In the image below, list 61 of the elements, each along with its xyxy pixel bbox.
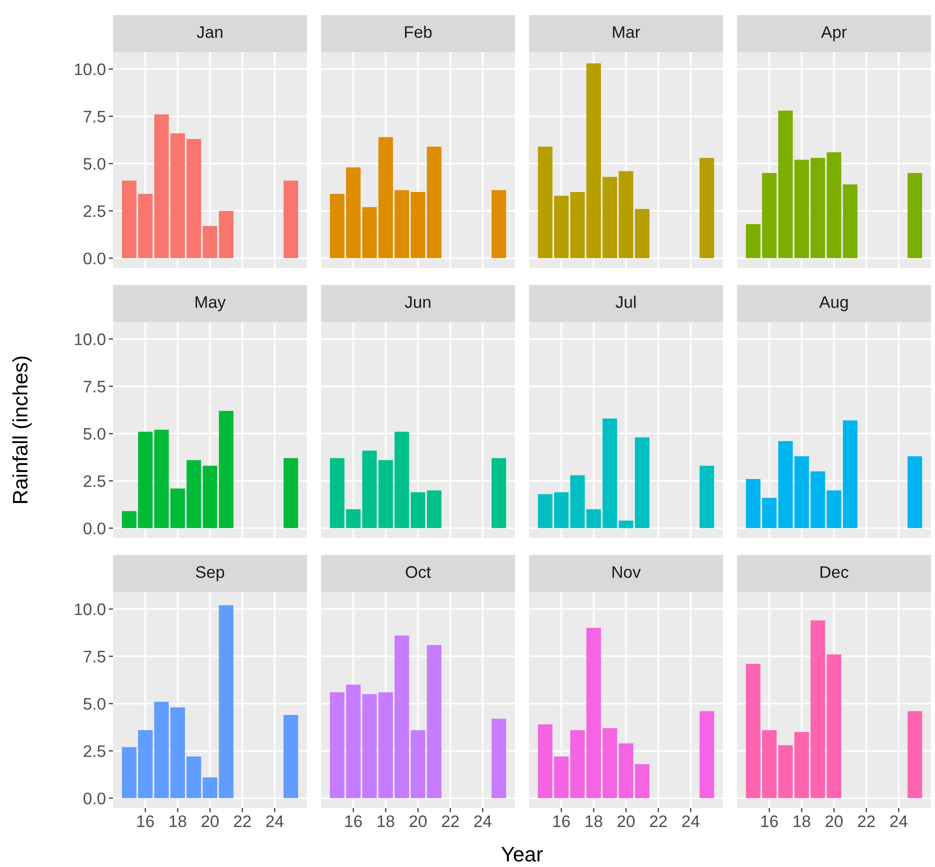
chart-title: Jun: [404, 296, 430, 308]
y-tick-label: 0.0: [84, 252, 106, 264]
y-tick-label: 7.5: [84, 110, 106, 123]
x-tick-label: 18: [170, 815, 186, 828]
y-tick-label: 2.5: [84, 205, 106, 218]
y-tick-label: 10.0: [74, 63, 106, 76]
chart-title: May: [196, 296, 226, 312]
chart-title: Feb: [405, 26, 432, 38]
x-tick-label: 16: [761, 815, 778, 828]
x-tick-label: 20: [202, 815, 219, 828]
x-tick-label: 22: [442, 815, 459, 828]
x-tick-label: 22: [858, 815, 875, 828]
bar: [908, 173, 922, 258]
chart-title: Jan: [196, 26, 222, 38]
x-tick-label: 18: [794, 815, 810, 828]
x-tick-label: 18: [586, 815, 602, 828]
x-axis-title: Year: [501, 847, 543, 862]
y-tick-label: 0.0: [84, 522, 106, 534]
y-tick-label: 5.0: [84, 698, 106, 710]
y-tick-label: 10.0: [74, 603, 106, 616]
bar: [284, 714, 298, 798]
bar: [284, 458, 298, 528]
chart-title: Jul: [616, 296, 636, 308]
bar: [908, 456, 922, 528]
y-tick-label: 2.5: [84, 745, 106, 758]
x-tick-label: 24: [474, 815, 492, 828]
chart-title: Apr: [821, 26, 847, 42]
bar: [492, 458, 506, 528]
bar: [700, 466, 714, 528]
x-tick-label: 16: [553, 815, 570, 828]
bar: [284, 180, 298, 258]
y-tick-label: 7.5: [84, 650, 106, 663]
chart-title: Mar: [613, 26, 640, 38]
chart-title: Sep: [196, 566, 224, 582]
y-tick-label: 7.5: [84, 380, 106, 393]
x-tick-label: 24: [266, 815, 284, 828]
chart-title: Nov: [612, 566, 641, 578]
x-tick-label: 18: [378, 815, 394, 828]
x-tick-label: 20: [826, 815, 843, 828]
bar: [908, 711, 922, 798]
bar: [492, 718, 506, 798]
y-axis-title: Rainfall (inches): [12, 356, 32, 503]
x-tick-label: 24: [890, 815, 908, 828]
y-tick-label: 5.0: [84, 428, 106, 440]
bar: [492, 190, 506, 258]
bar: [700, 711, 714, 798]
y-tick-label: 0.0: [84, 792, 106, 804]
x-tick-label: 22: [650, 815, 667, 828]
y-tick-label: 2.5: [84, 475, 106, 488]
bar: [700, 158, 714, 258]
x-tick-label: 22: [234, 815, 251, 828]
chart-title: Aug: [819, 296, 848, 312]
y-tick-label: 10.0: [74, 333, 106, 346]
chart-title: Dec: [820, 566, 848, 578]
x-tick-label: 20: [410, 815, 427, 828]
x-tick-label: 24: [682, 815, 700, 828]
x-tick-label: 16: [137, 815, 154, 828]
y-tick-label: 5.0: [84, 158, 106, 170]
chart-title: Oct: [406, 566, 431, 578]
x-tick-label: 20: [618, 815, 635, 828]
x-tick-label: 16: [345, 815, 362, 828]
